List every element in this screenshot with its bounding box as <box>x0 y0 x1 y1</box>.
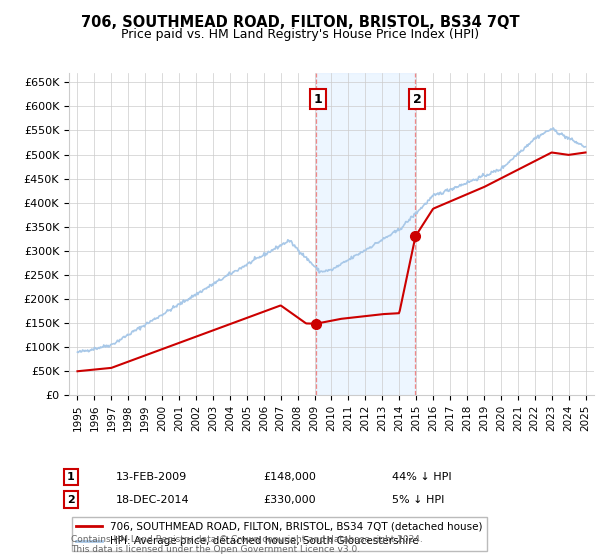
Text: 5% ↓ HPI: 5% ↓ HPI <box>392 494 444 505</box>
Bar <box>316 73 415 395</box>
Text: 18-DEC-2014: 18-DEC-2014 <box>116 494 190 505</box>
Text: £148,000: £148,000 <box>263 472 316 482</box>
Text: 1: 1 <box>67 472 74 482</box>
Text: 706, SOUTHMEAD ROAD, FILTON, BRISTOL, BS34 7QT: 706, SOUTHMEAD ROAD, FILTON, BRISTOL, BS… <box>80 15 520 30</box>
Text: 2: 2 <box>413 93 422 106</box>
Text: £330,000: £330,000 <box>263 494 316 505</box>
Text: 2: 2 <box>67 494 74 505</box>
Text: 13-FEB-2009: 13-FEB-2009 <box>116 472 187 482</box>
Text: Price paid vs. HM Land Registry's House Price Index (HPI): Price paid vs. HM Land Registry's House … <box>121 28 479 41</box>
Text: 44% ↓ HPI: 44% ↓ HPI <box>392 472 451 482</box>
Legend: 706, SOUTHMEAD ROAD, FILTON, BRISTOL, BS34 7QT (detached house), HPI: Average pr: 706, SOUTHMEAD ROAD, FILTON, BRISTOL, BS… <box>71 517 487 550</box>
Text: Contains HM Land Registry data © Crown copyright and database right 2024.
This d: Contains HM Land Registry data © Crown c… <box>71 535 422 554</box>
Text: 1: 1 <box>314 93 322 106</box>
